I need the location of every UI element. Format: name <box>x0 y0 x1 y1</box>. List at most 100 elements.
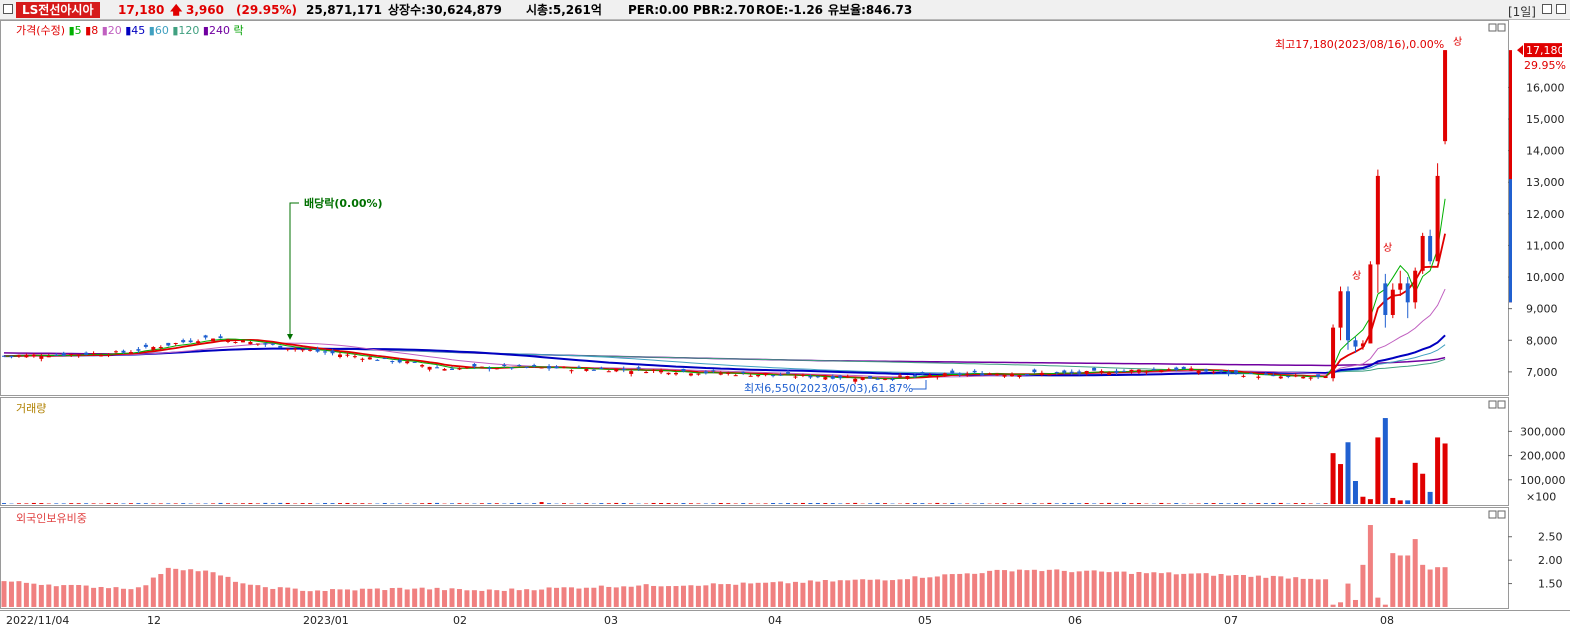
volume-bar <box>935 503 939 504</box>
price-candle <box>301 349 305 350</box>
volume-bar <box>652 503 656 504</box>
price-candle <box>1428 236 1432 261</box>
volume-bar <box>151 503 155 504</box>
foreign-ratio-bar <box>621 586 626 607</box>
foreign-ratio-bar <box>464 590 469 607</box>
volume-bar <box>853 503 857 504</box>
volume-bar <box>816 503 820 504</box>
foreign-ratio-bar <box>1248 577 1253 607</box>
volume-bar <box>689 503 693 504</box>
price-candle <box>443 369 447 371</box>
foreign-ratio-bar <box>905 579 910 607</box>
price-candle <box>256 343 260 344</box>
x-tick: 2023/01 <box>303 614 349 627</box>
volume-bar <box>1137 503 1141 504</box>
price-candle <box>1368 264 1372 343</box>
volume-bar <box>1212 503 1216 504</box>
price-candle <box>316 349 320 352</box>
foreign-ratio-bar <box>442 590 447 607</box>
foreign-ratio-bar <box>24 583 29 607</box>
price-candle <box>1107 373 1111 375</box>
volume-bar <box>1271 503 1275 504</box>
foreign-ratio-bar <box>323 591 328 607</box>
price-candle <box>308 350 312 351</box>
foreign-ratio-bar <box>569 587 574 607</box>
foreign-ratio-bar <box>1107 572 1112 607</box>
volume-bar <box>1032 503 1036 504</box>
volume-bar <box>681 503 685 504</box>
price-candle <box>487 368 491 369</box>
foreign-ratio-bar <box>293 589 298 607</box>
foreign-ratio-bar <box>972 574 977 607</box>
volume-bar <box>1204 503 1208 504</box>
foreign-ratio-bar <box>76 585 81 607</box>
volume-bar <box>204 503 208 504</box>
price-candle <box>99 355 103 357</box>
price-candle <box>263 343 267 344</box>
panel-maximize-icon <box>1498 24 1505 31</box>
volume-bar <box>1077 503 1081 504</box>
foreign-ratio-bar <box>576 589 581 607</box>
price-candle <box>749 376 753 377</box>
volume-bar <box>211 503 215 504</box>
volume-bar <box>92 503 96 504</box>
foreign-ratio-bar <box>1069 572 1074 607</box>
volume-unit-label: ×100 <box>1526 491 1556 504</box>
foreign-ratio-bar <box>412 589 417 607</box>
foreign-ratio-bar <box>382 590 387 607</box>
foreign-ratio-bar <box>636 586 641 607</box>
foreign-ratio-bar <box>472 590 477 607</box>
volume-bar <box>174 503 178 504</box>
volume-bar <box>226 503 230 504</box>
volume-bar <box>711 503 715 504</box>
price-candle <box>502 365 506 366</box>
volume-y-tick-label: 300,000 <box>1520 425 1566 438</box>
price-candle <box>1234 370 1238 372</box>
foreign-ratio-bar <box>1234 575 1239 607</box>
volume-bar <box>659 503 663 504</box>
price-candle <box>495 368 499 369</box>
foreign-ratio-bar <box>360 589 365 607</box>
foreign-ratio-bar <box>853 580 858 607</box>
x-axis: 2022/11/04 12 2023/01 02 03 04 05 06 07 … <box>0 610 1570 630</box>
price-candle <box>1025 374 1029 375</box>
foreign-ratio-bar <box>1256 576 1261 607</box>
price-candle <box>1271 375 1275 376</box>
volume-bar <box>405 503 409 504</box>
foreign-ratio-bar <box>524 589 529 607</box>
price-candle <box>540 367 544 368</box>
foreign-ratio-bar <box>1263 578 1268 607</box>
volume-bar <box>457 503 461 504</box>
foreign-ratio-bar <box>703 585 708 607</box>
y-tick-label: 8,000 <box>1526 334 1558 347</box>
upper-limit-label: 상 <box>1453 36 1462 48</box>
foreign-ratio-bar <box>1122 572 1127 607</box>
foreign-ratio-bar <box>1241 575 1246 607</box>
volume-bar <box>943 503 947 504</box>
foreign-ratio-bar <box>345 589 350 607</box>
foreign-ratio-bar <box>240 583 245 607</box>
price-candle <box>1241 376 1245 377</box>
foreign-ratio-bar <box>367 589 372 607</box>
foreign-ratio-bar <box>1062 571 1067 607</box>
price-candle <box>383 358 387 359</box>
price-candle <box>1152 369 1156 370</box>
y-tick-label: 13,000 <box>1526 176 1565 189</box>
foreign-ratio-bar <box>920 578 925 607</box>
volume-bar <box>1264 503 1268 504</box>
price-candle <box>779 374 783 375</box>
price-candle <box>1144 371 1148 372</box>
price-candle <box>159 347 163 348</box>
volume-bar <box>2 503 6 504</box>
y-tick-label: 14,000 <box>1526 145 1565 158</box>
foreign-ratio-bar <box>1010 571 1015 607</box>
price-candle <box>510 368 514 369</box>
dividend-annotation: 배당락(0.00%) <box>304 196 383 210</box>
foreign-ratio-bar <box>494 590 499 607</box>
foreign-ratio-bar <box>226 577 231 607</box>
price-candle <box>629 371 633 374</box>
price-candle <box>1159 370 1163 372</box>
foreign-ratio-bar <box>1390 553 1395 607</box>
foreign-ratio-bar <box>84 586 89 607</box>
